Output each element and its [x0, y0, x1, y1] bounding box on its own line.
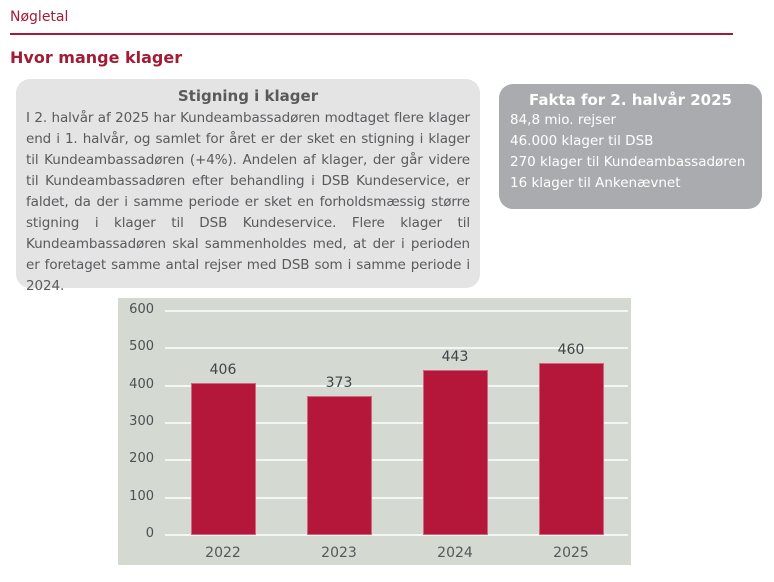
fact-line: 16 klager til Ankenævnet	[510, 175, 681, 191]
bar-2024	[422, 369, 488, 535]
y-axis-tick-label: 100	[129, 488, 154, 504]
x-axis-category-label: 2022	[205, 545, 241, 561]
fact-line: 46.000 klager til DSB	[510, 133, 654, 149]
x-axis-category-label: 2024	[437, 545, 473, 561]
page-title: Nøgletal	[10, 9, 69, 25]
gridline	[165, 347, 628, 350]
gridline	[165, 310, 628, 312]
info-box-text: I 2. halvår af 2025 har Kundeambassadøre…	[26, 110, 470, 294]
fact-box-lines: 84,8 mio. rejser 46.000 klager til DSB 270…	[510, 110, 751, 194]
gridline	[165, 384, 628, 387]
bar-2023	[306, 395, 372, 535]
complaints-bar-chart: 0 100 200 300 400 500 600 406 2022 373 2023 443 2024…	[118, 298, 631, 565]
info-box-title: Stigning i klager	[177, 87, 319, 105]
gridline	[165, 459, 628, 462]
fact-box: Fakta for 2. halvår 2025 84,8 mio. rejse…	[499, 84, 762, 209]
fact-box-title: Fakta for 2. halvår 2025	[529, 91, 732, 109]
bar-2025	[538, 363, 604, 535]
bar-2022	[190, 383, 256, 535]
x-axis-category-label: 2025	[553, 545, 589, 561]
gridline	[165, 534, 628, 536]
y-axis-tick-label: 600	[129, 302, 154, 317]
fact-line: 84,8 mio. rejser	[510, 112, 617, 128]
y-axis-tick-label: 0	[145, 526, 154, 541]
section-heading: Hvor mange klager	[10, 48, 183, 67]
y-axis-tick-label: 500	[129, 339, 154, 355]
fact-line: 270 klager til Kundeambassadøren	[510, 154, 746, 170]
x-axis-category-label: 2023	[321, 545, 357, 561]
bar-value-label: 373	[325, 374, 353, 391]
bar-value-label: 406	[209, 362, 237, 379]
gridline	[165, 422, 628, 424]
info-box: Stigning i klager I 2. halvår af 2025 ha…	[16, 79, 480, 294]
y-axis-tick-label: 200	[129, 451, 154, 467]
gridline	[165, 496, 628, 499]
y-axis-tick-label: 300	[129, 414, 154, 429]
bar-value-label: 460	[557, 342, 585, 359]
y-axis-tick-label: 400	[129, 376, 154, 392]
header-divider	[10, 33, 733, 35]
bar-value-label: 443	[441, 348, 469, 365]
